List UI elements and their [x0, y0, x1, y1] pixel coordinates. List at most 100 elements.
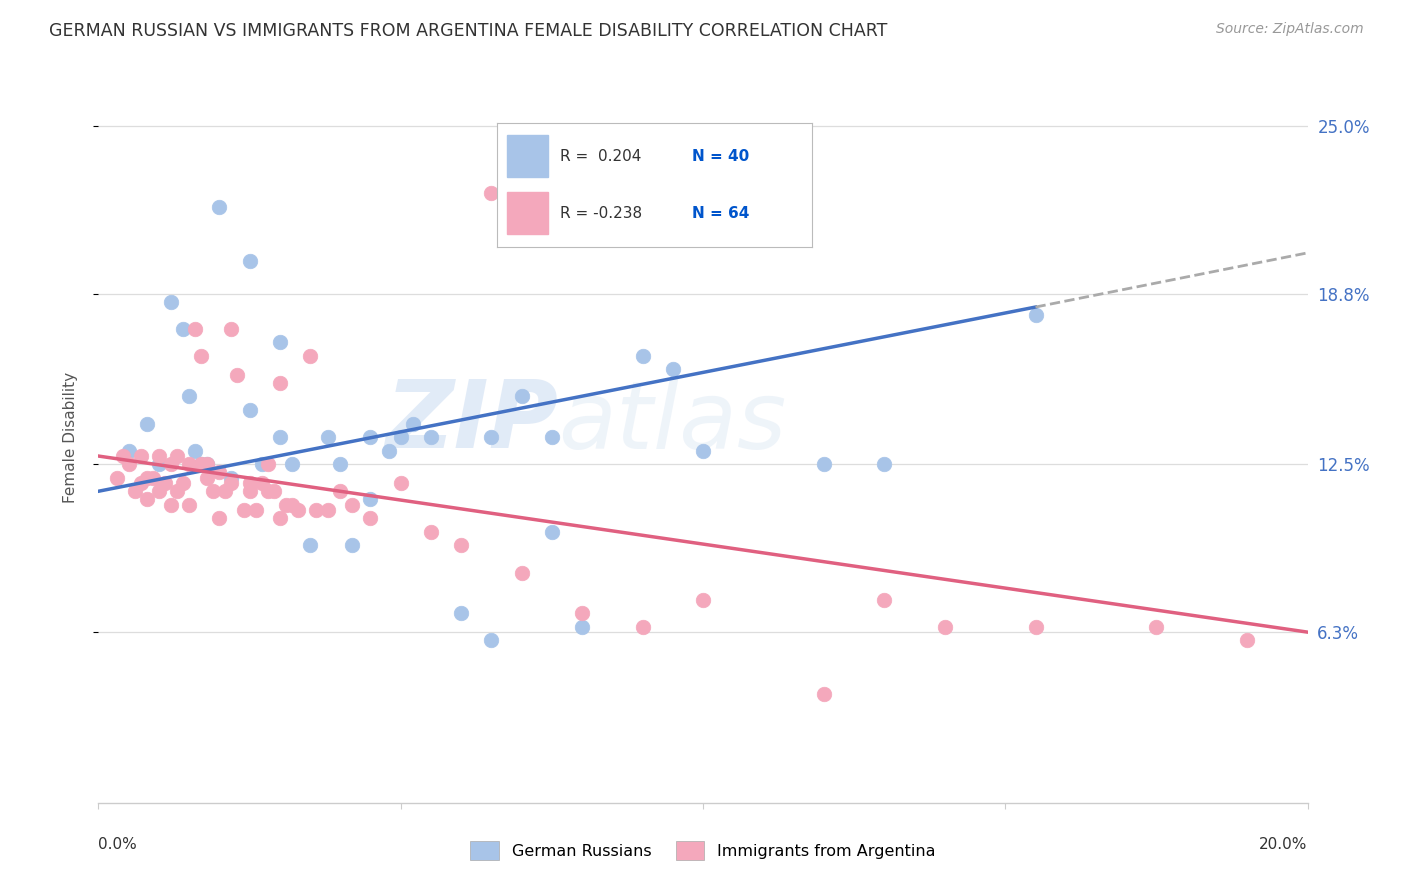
Point [153, 476, 176, 491]
Point [245, 503, 267, 517]
Point [631, 620, 654, 634]
Point [510, 566, 533, 580]
Point [172, 476, 194, 491]
Point [269, 511, 291, 525]
Point [316, 503, 339, 517]
Point [160, 294, 183, 309]
Point [420, 524, 443, 539]
Point [166, 449, 188, 463]
Point [510, 389, 533, 403]
Point [450, 606, 472, 620]
Point [129, 449, 152, 463]
Point [269, 376, 291, 390]
Point [195, 471, 218, 485]
Point [226, 368, 249, 382]
Point [129, 476, 152, 491]
Point [1144, 620, 1167, 634]
Point [269, 430, 291, 444]
Point [221, 322, 243, 336]
Point [450, 538, 472, 552]
Point [179, 457, 201, 471]
Point [111, 449, 134, 463]
Point [239, 476, 262, 491]
Point [360, 511, 382, 525]
Point [124, 484, 146, 499]
Point [481, 430, 503, 444]
Point [160, 457, 183, 471]
Point [813, 688, 835, 702]
Point [692, 443, 714, 458]
Point [195, 457, 218, 471]
Point [135, 417, 157, 431]
Point [256, 457, 278, 471]
Point [402, 417, 425, 431]
Point [692, 592, 714, 607]
Point [263, 484, 285, 499]
Text: GERMAN RUSSIAN VS IMMIGRANTS FROM ARGENTINA FEMALE DISABILITY CORRELATION CHART: GERMAN RUSSIAN VS IMMIGRANTS FROM ARGENT… [49, 22, 887, 40]
Point [221, 471, 243, 485]
Point [481, 633, 503, 648]
Text: 0.0%: 0.0% [98, 837, 138, 852]
Point [172, 322, 194, 336]
Point [481, 186, 503, 201]
Point [571, 620, 593, 634]
Point [148, 457, 170, 471]
Point [184, 322, 207, 336]
Point [1236, 633, 1258, 648]
Point [135, 471, 157, 485]
Point [1024, 620, 1046, 634]
Point [239, 484, 262, 499]
Text: atlas: atlas [558, 377, 786, 468]
Point [239, 403, 262, 417]
Point [316, 430, 339, 444]
Point [813, 457, 835, 471]
Point [360, 492, 382, 507]
Point [360, 430, 382, 444]
Text: ZIP: ZIP [385, 376, 558, 468]
Point [208, 511, 231, 525]
Point [214, 484, 236, 499]
Point [195, 457, 218, 471]
Point [239, 254, 262, 268]
Point [540, 430, 562, 444]
Point [184, 443, 207, 458]
Text: 20.0%: 20.0% [1260, 837, 1308, 852]
Point [342, 538, 364, 552]
Point [118, 443, 141, 458]
Point [208, 200, 231, 214]
Point [274, 498, 297, 512]
Point [540, 524, 562, 539]
Point [118, 457, 141, 471]
Point [571, 606, 593, 620]
Point [179, 498, 201, 512]
Point [389, 430, 412, 444]
Point [190, 349, 212, 363]
Point [281, 457, 304, 471]
Point [420, 430, 443, 444]
Legend: German Russians, Immigrants from Argentina: German Russians, Immigrants from Argenti… [464, 835, 942, 866]
Point [299, 349, 322, 363]
Point [208, 465, 231, 479]
Point [377, 443, 399, 458]
Point [299, 538, 322, 552]
Point [287, 503, 309, 517]
Point [160, 498, 183, 512]
Point [329, 484, 352, 499]
Y-axis label: Female Disability: Female Disability [63, 371, 77, 503]
Point [305, 503, 328, 517]
Point [148, 449, 170, 463]
Point [256, 484, 278, 499]
Point [105, 471, 128, 485]
Point [269, 335, 291, 350]
Point [135, 492, 157, 507]
Point [329, 457, 352, 471]
Point [281, 498, 304, 512]
Point [934, 620, 956, 634]
Point [389, 476, 412, 491]
Point [631, 349, 654, 363]
Point [661, 362, 683, 376]
Point [179, 389, 201, 403]
Point [873, 592, 896, 607]
Point [190, 457, 212, 471]
Point [148, 484, 170, 499]
